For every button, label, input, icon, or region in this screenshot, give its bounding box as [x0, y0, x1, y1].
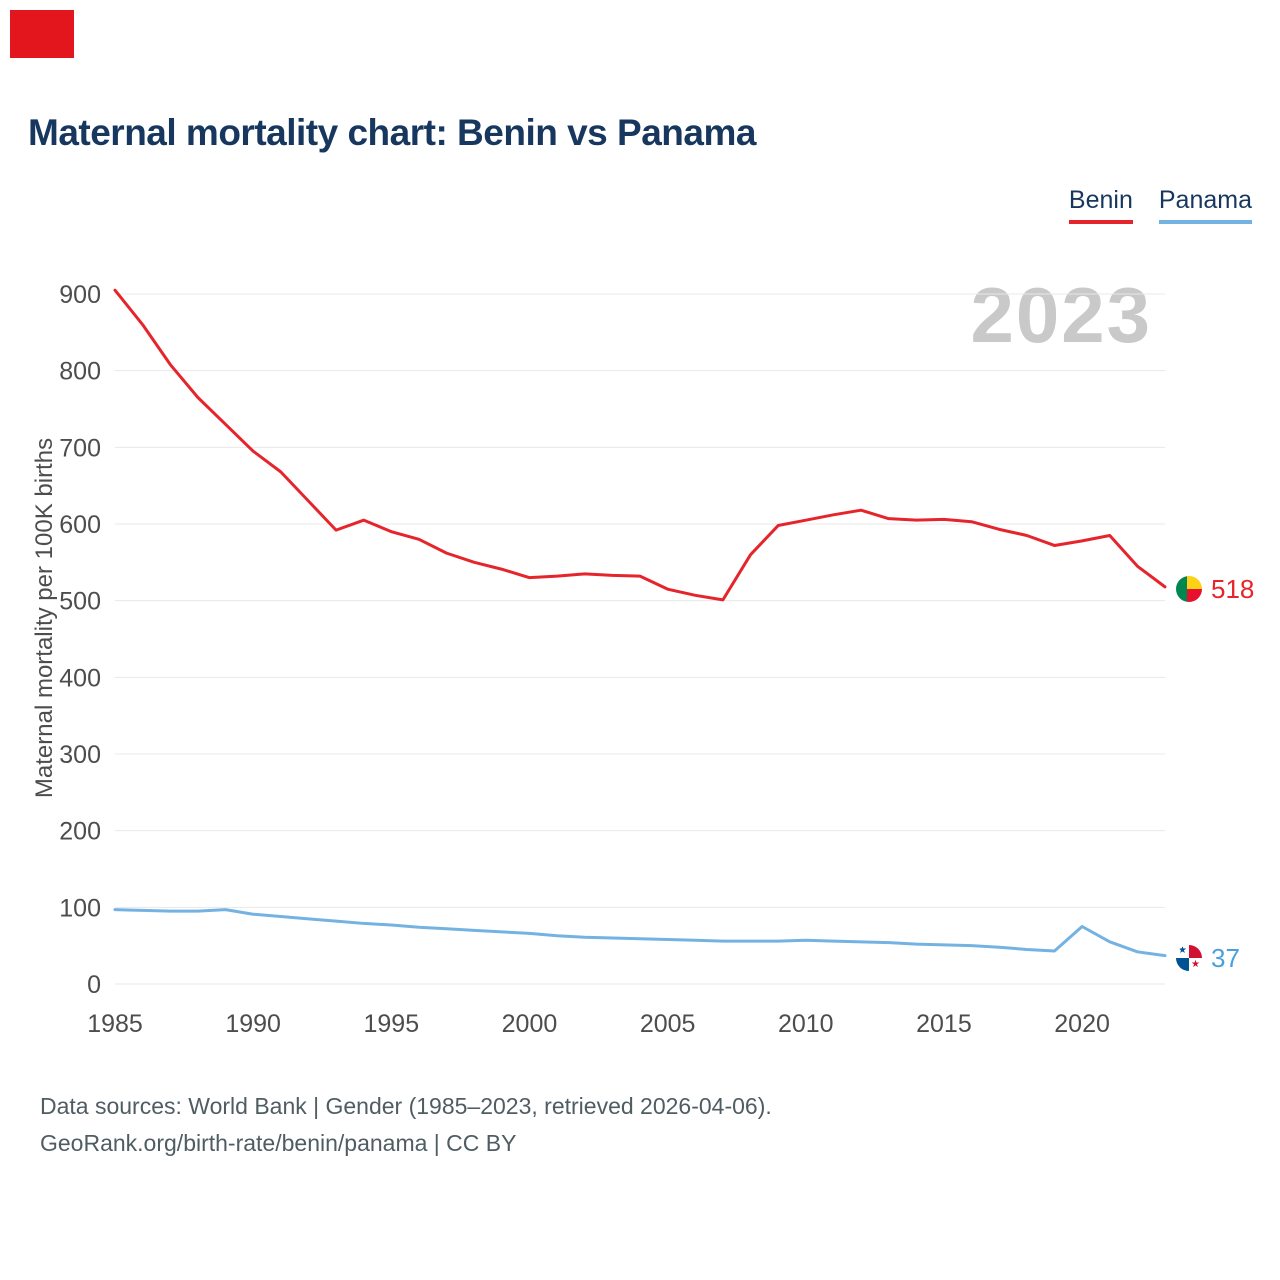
x-tick-label: 2020 [1054, 1010, 1110, 1038]
x-tick-label: 2005 [640, 1010, 696, 1038]
y-tick-label: 100 [59, 894, 101, 922]
y-tick-label: 700 [59, 434, 101, 462]
panama-end-marker: 37 [1176, 943, 1240, 974]
benin-end-marker: 518 [1176, 574, 1254, 605]
y-tick-label: 300 [59, 741, 101, 769]
legend-item-benin[interactable]: Benin [1068, 186, 1133, 224]
footer: Data sources: World Bank | Gender (1985–… [40, 1088, 772, 1162]
x-tick-label: 2010 [778, 1010, 834, 1038]
brand-corner-block [10, 10, 74, 58]
series-line-benin[interactable] [113, 288, 1167, 602]
x-tick-label: 1990 [225, 1010, 281, 1038]
panama-flag-icon [1176, 945, 1202, 972]
legend: Benin Panama [1068, 186, 1252, 224]
y-tick-label: 200 [59, 818, 101, 846]
page-title: Maternal mortality chart: Benin vs Panam… [28, 112, 756, 153]
y-tick-label: 500 [59, 588, 101, 616]
benin-flag-icon [1176, 576, 1202, 603]
panama-end-value: 37 [1211, 942, 1240, 973]
legend-item-panama[interactable]: Panama [1158, 186, 1252, 224]
x-tick-label: 1985 [87, 1010, 143, 1038]
x-tick-label: 1995 [364, 1010, 420, 1038]
y-tick-label: 600 [59, 511, 101, 539]
benin-end-value: 518 [1211, 573, 1255, 604]
y-tick-label: 400 [59, 664, 101, 692]
x-tick-label: 2015 [916, 1010, 972, 1038]
line-chart[interactable]: 0 100 200 300 400 500 600 700 800 900 1985 1990 1995… [0, 260, 1280, 1060]
series-line-panama[interactable] [113, 908, 1167, 958]
data-sources-line: Data sources: World Bank | Gender (1985–… [40, 1093, 772, 1119]
y-tick-label: 0 [87, 971, 101, 999]
y-tick-label: 900 [59, 281, 101, 309]
attribution-line: GeoRank.org/birth-rate/benin/panama | CC… [40, 1130, 517, 1156]
y-tick-label: 800 [59, 358, 101, 386]
x-tick-label: 2000 [502, 1010, 558, 1038]
watermark-year: 2023 [970, 271, 1152, 359]
